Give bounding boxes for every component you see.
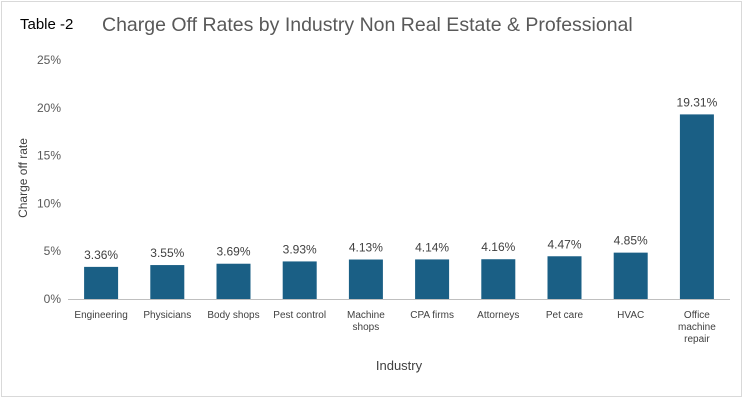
category-labels: Engineering Physicians Body shops Pest cont… (74, 310, 716, 345)
category-label: Body shops (207, 310, 259, 321)
category-label: Office machine repair (678, 310, 716, 345)
data-label: 4.16% (481, 240, 515, 254)
y-tick-label: 0% (44, 292, 62, 306)
bar (679, 114, 714, 300)
category-label: Machine shops (347, 310, 385, 333)
x-axis-title: Industry (376, 358, 423, 373)
data-label: 4.14% (415, 240, 449, 254)
y-axis-title: Charge off rate (16, 138, 30, 218)
chart-title: Charge Off Rates by Industry Non Real Es… (102, 14, 633, 36)
table-label: Table -2 (20, 16, 74, 33)
data-label: 4.47% (547, 237, 581, 251)
data-labels: 3.36% 3.55% 3.69% 3.93% 4.13% 4.14% 4.16% 4.47%… (84, 95, 717, 261)
y-axis-ticks: 0% 5% 10% 15% 20% 25% (37, 53, 61, 306)
category-label: CPA firms (410, 310, 454, 321)
y-tick-label: 10% (37, 196, 61, 210)
bar (216, 263, 251, 299)
y-tick-label: 20% (37, 101, 61, 115)
data-label: 3.55% (150, 246, 184, 260)
category-label: Attorneys (477, 310, 519, 321)
category-label: Physicians (143, 310, 191, 321)
category-label: Pest control (273, 310, 326, 321)
bar (415, 259, 450, 299)
data-label: 4.13% (349, 241, 383, 255)
data-label: 3.36% (84, 248, 118, 262)
bar (547, 256, 582, 299)
bar (481, 259, 516, 299)
y-tick-label: 5% (44, 244, 62, 258)
category-label: Engineering (74, 310, 127, 321)
bar (348, 259, 383, 299)
bar (84, 266, 119, 299)
category-label: Pet care (546, 310, 584, 321)
bars (84, 114, 714, 300)
bar (150, 265, 185, 299)
y-tick-label: 25% (37, 53, 61, 67)
data-label: 3.93% (283, 242, 317, 256)
category-label: HVAC (617, 310, 644, 321)
bar (613, 252, 648, 299)
data-label: 19.31% (677, 95, 718, 109)
y-tick-label: 15% (37, 149, 61, 163)
bar (282, 261, 317, 299)
data-label: 4.85% (614, 234, 648, 248)
data-label: 3.69% (216, 245, 250, 259)
